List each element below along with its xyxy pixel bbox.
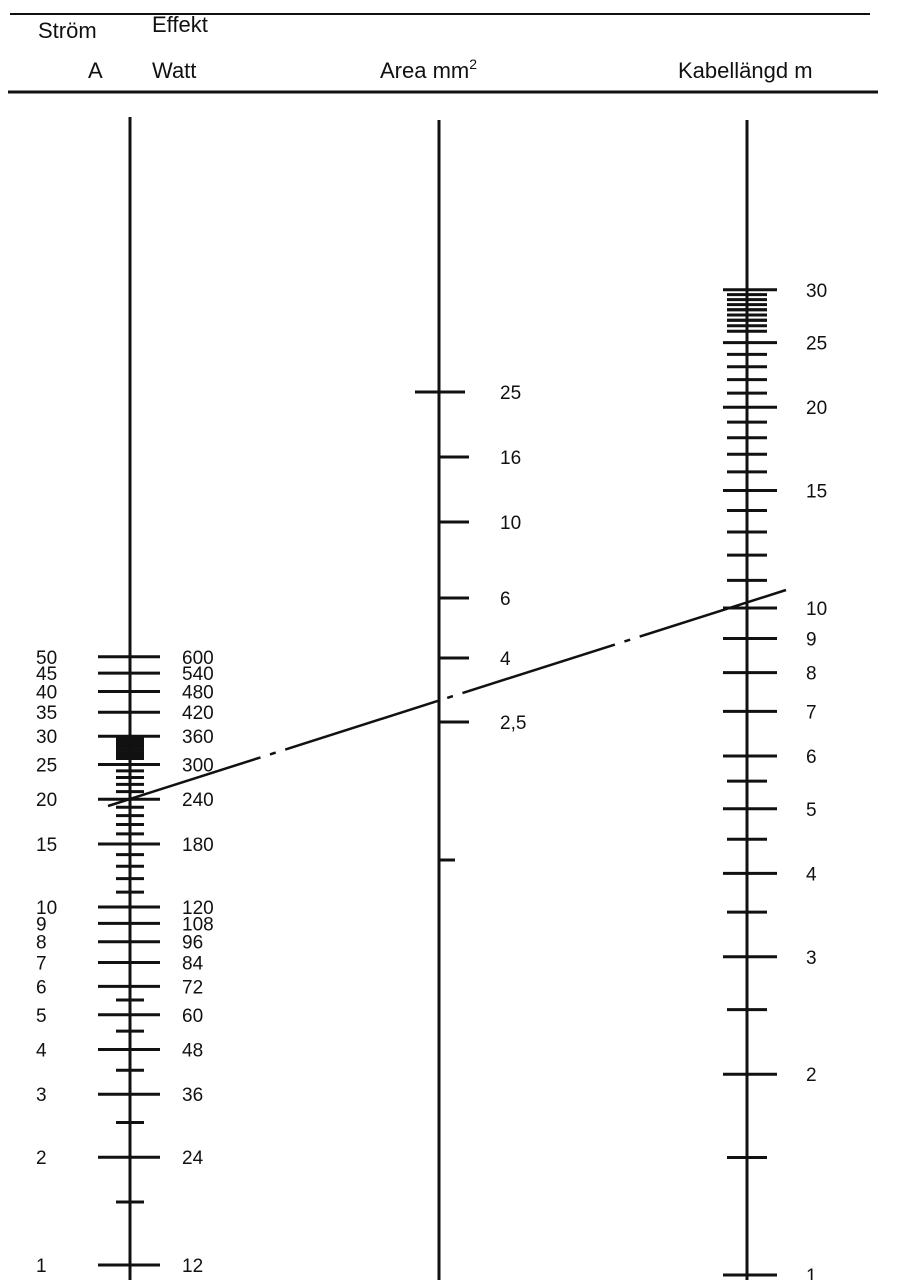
area-scale-ticks xyxy=(415,390,469,862)
current-label: 40 xyxy=(36,682,57,703)
current-label: 30 xyxy=(36,727,57,748)
length-label: 7 xyxy=(806,702,817,723)
power-label: 72 xyxy=(182,977,203,998)
area-label: 2,5 xyxy=(500,713,526,734)
current-label: 35 xyxy=(36,703,57,724)
power-label: 480 xyxy=(182,682,214,703)
power-label: 24 xyxy=(182,1148,204,1169)
area-label: 25 xyxy=(500,383,521,404)
area-label: 6 xyxy=(500,589,511,610)
length-scale-ticks xyxy=(723,288,777,1277)
length-label: 2 xyxy=(806,1065,817,1086)
current-label: 50 xyxy=(36,648,57,669)
current-label: 45 xyxy=(36,664,57,685)
current-label: 8 xyxy=(36,933,47,954)
power-label: 540 xyxy=(182,664,214,685)
area-label: 16 xyxy=(500,448,521,469)
power-label: 84 xyxy=(182,953,204,974)
power-label: 120 xyxy=(182,898,214,919)
length-label: 30 xyxy=(806,281,827,302)
area-labels: 25 16 10 6 4 2,5 xyxy=(500,383,526,734)
length-label: 20 xyxy=(806,398,827,419)
current-label: 6 xyxy=(36,977,47,998)
length-labels: 30 25 20 15 10 9 8 7 6 5 4 3 2 1 xyxy=(806,281,827,1280)
power-label: 48 xyxy=(182,1040,203,1061)
power-label: 36 xyxy=(182,1085,203,1106)
strom-unit: A xyxy=(88,58,103,83)
area-header-text: Area mm xyxy=(380,58,469,83)
current-scale-ticks xyxy=(98,655,160,1267)
length-label: 5 xyxy=(806,800,817,821)
power-label: 360 xyxy=(182,727,214,748)
area-header: Area mm2 xyxy=(380,56,477,83)
length-label: 3 xyxy=(806,948,817,969)
length-label: 25 xyxy=(806,334,827,355)
power-label: 96 xyxy=(182,933,203,954)
current-label: 20 xyxy=(36,790,57,811)
current-label: 15 xyxy=(36,835,57,856)
power-label: 12 xyxy=(182,1256,203,1277)
current-label: 4 xyxy=(36,1040,47,1061)
power-label: 600 xyxy=(182,648,214,669)
current-label: 5 xyxy=(36,1006,47,1027)
effekt-unit: Watt xyxy=(152,58,196,83)
area-label: 4 xyxy=(500,649,511,670)
length-label: 6 xyxy=(806,747,817,768)
effekt-header: Effekt xyxy=(152,12,208,37)
current-label: 3 xyxy=(36,1085,47,1106)
length-label: 10 xyxy=(806,599,827,620)
area-label: 10 xyxy=(500,513,521,534)
current-label: 2 xyxy=(36,1148,47,1169)
length-label: 9 xyxy=(806,630,817,651)
current-label: 25 xyxy=(36,756,57,777)
current-label: 7 xyxy=(36,953,47,974)
power-label: 240 xyxy=(182,790,214,811)
power-label: 180 xyxy=(182,835,214,856)
current-label: 10 xyxy=(36,898,57,919)
length-label: 8 xyxy=(806,664,817,685)
length-label: 1 xyxy=(806,1266,817,1280)
current-label: 9 xyxy=(36,914,47,935)
length-label: 15 xyxy=(806,482,827,503)
area-header-superscript: 2 xyxy=(469,56,477,72)
power-label: 420 xyxy=(182,703,214,724)
power-label: 300 xyxy=(182,756,214,777)
current-label: 1 xyxy=(36,1256,47,1277)
length-label: 4 xyxy=(806,864,817,885)
length-header: Kabellängd m xyxy=(678,58,813,83)
example-reading-line xyxy=(107,588,787,808)
strom-header: Ström xyxy=(38,18,97,43)
power-label: 108 xyxy=(182,914,214,935)
power-label: 60 xyxy=(182,1006,203,1027)
